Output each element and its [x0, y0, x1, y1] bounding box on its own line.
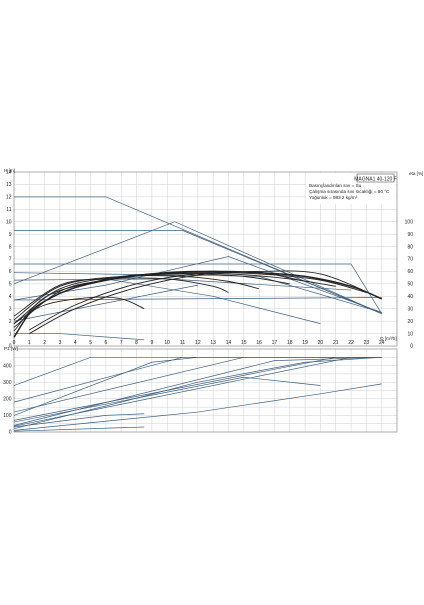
head-y-tick-label: 2 — [9, 319, 12, 325]
x-tick-label: 10 — [164, 340, 170, 346]
x-tick-label: 0 — [13, 340, 16, 346]
y-axis-title-power: P1 [W] — [4, 346, 18, 351]
control-curve-line — [13, 284, 198, 322]
control-curve-line — [13, 221, 382, 315]
control-curve-line — [13, 272, 382, 313]
eta-y-tick-label: 20 — [407, 319, 413, 325]
x-tick-label: 4 — [74, 340, 77, 346]
x-tick-label: 21 — [333, 340, 339, 346]
control-curve-line — [13, 256, 382, 313]
x-tick-label: 23 — [364, 340, 370, 346]
eta-y-tick-label: 10 — [407, 331, 413, 337]
eta-y-tick-label: 90 — [407, 232, 413, 238]
x-tick-label: 3 — [59, 340, 62, 346]
x-tick-label: 9 — [150, 340, 153, 346]
x-tick-label: 20 — [318, 340, 324, 346]
pump-curve-line — [13, 270, 382, 338]
x-tick-label: 16 — [256, 340, 262, 346]
y-axis-title-head: H [m] — [4, 168, 15, 173]
eta-y-tick-label: 100 — [405, 219, 414, 225]
head-y-tick-label: 4 — [9, 294, 12, 300]
y2-axis-title-eta: eta [%] — [409, 171, 423, 176]
head-y-tick-label: 10 — [6, 219, 12, 225]
head-y-tick-label: 1 — [9, 331, 12, 337]
control-curve-line — [13, 297, 382, 301]
x-tick-label: 15 — [241, 340, 247, 346]
power-y-tick-label: 300 — [3, 380, 12, 386]
eta-y-tick-label: 30 — [407, 306, 413, 312]
x-tick-label: 14 — [226, 340, 232, 346]
head-panel-frame — [13, 171, 398, 347]
x-tick-label: 18 — [287, 340, 293, 346]
eta-y-tick-label: 0 — [410, 344, 413, 350]
head-y-tick-label: 9 — [9, 232, 12, 238]
x-tick-label: 2 — [43, 340, 46, 346]
head-y-tick-label: 7 — [9, 257, 12, 263]
x-tick-label: 12 — [195, 340, 201, 346]
model-box — [356, 173, 395, 183]
power-y-tick-label: 100 — [3, 413, 12, 419]
x-tick-label: 6 — [105, 340, 108, 346]
head-y-tick-label: 6 — [9, 269, 12, 275]
control-curve-line — [14, 263, 382, 314]
info-line-fluid: Basınçlandırılan sıvı = Su — [309, 183, 362, 188]
head-y-tick-label: 3 — [9, 306, 12, 312]
power-curve-line — [13, 356, 382, 430]
info-line-temperature: Çalışma sırasında sıvı sıcaklığı = 60 °C — [309, 189, 390, 194]
efficiency-curve-line — [29, 271, 306, 331]
pump-curve-line — [13, 273, 290, 324]
x-tick-label: 8 — [135, 340, 138, 346]
efficiency-curve-line — [29, 270, 382, 334]
power-curve-line — [13, 356, 382, 416]
head-y-tick-label: 0 — [9, 344, 12, 350]
head-y-tick-label: 12 — [6, 195, 12, 201]
x-tick-label: 13 — [210, 340, 216, 346]
power-curve-line — [13, 413, 145, 428]
eta-y-tick-label: 60 — [407, 269, 413, 275]
eta-y-tick-label: 40 — [407, 294, 413, 300]
model-label: MAGNA1 40-120 F — [354, 176, 397, 182]
x-tick-label: 22 — [348, 340, 354, 346]
head-y-tick-label: 14 — [6, 170, 12, 176]
power-y-tick-label: 400 — [3, 363, 12, 369]
control-curve-line — [105, 278, 321, 324]
power-y-tick-label: 0 — [9, 430, 12, 436]
power-y-tick-label: 200 — [3, 397, 12, 403]
power-curve-line — [13, 356, 382, 427]
tick-labels: 0123456789101112131401020304050607080901… — [3, 170, 413, 436]
eta-y-tick-label: 50 — [407, 282, 413, 288]
eta-y-tick-label: 80 — [407, 244, 413, 250]
power-curve-line — [13, 426, 145, 432]
power-series-group — [13, 356, 382, 432]
x-tick-label: 7 — [120, 340, 123, 346]
x-tick-label: 24 — [379, 340, 385, 346]
power-curve-line — [13, 383, 382, 431]
head-series-group — [13, 196, 382, 341]
x-tick-label: 19 — [302, 340, 308, 346]
x-tick-label: 11 — [180, 340, 185, 346]
x-tick-label: 5 — [89, 340, 92, 346]
head-y-tick-label: 11 — [6, 207, 11, 213]
head-y-tick-label: 5 — [9, 282, 12, 288]
pump-curve-line — [13, 296, 145, 325]
control-curve-line — [14, 230, 382, 315]
pump-curve-line — [13, 275, 260, 321]
head-y-tick-label: 8 — [9, 244, 12, 250]
head-y-tick-label: 13 — [6, 182, 12, 188]
power-panel-frame — [13, 348, 398, 433]
pump-curve-line — [13, 277, 229, 317]
x-axis-title: Q [m³/h] — [380, 336, 397, 341]
eta-y-tick-label: 70 — [407, 257, 413, 263]
x-tick-label: 17 — [272, 340, 278, 346]
x-tick-label: 1 — [28, 340, 31, 346]
info-line-density: Yoğunluk = 983.2 kg/m³ — [309, 195, 358, 200]
power-curve-line — [13, 376, 321, 423]
